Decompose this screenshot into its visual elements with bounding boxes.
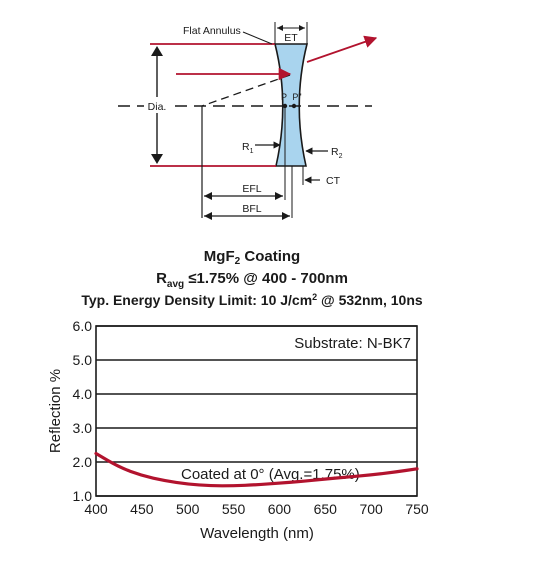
- p-label: P: [281, 92, 287, 102]
- reflection-curve: [94, 451, 419, 488]
- x-tick-label: 700: [359, 501, 383, 517]
- et-label: ET: [284, 32, 298, 44]
- coating-line-3: Typ. Energy Density Limit: 10 J/cm2 @ 53…: [81, 292, 423, 308]
- negative-lens: [273, 43, 309, 167]
- coating-line-1: MgF2 Coating: [204, 248, 300, 267]
- x-tick-label: 400: [84, 501, 108, 517]
- y-tick-label: 5.0: [73, 352, 93, 368]
- x-tick-label: 750: [405, 501, 429, 517]
- x-tick-label: 650: [314, 501, 338, 517]
- coating-header: MgF2 Coating Ravg ≤1.75% @ 400 - 700nm T…: [81, 248, 423, 308]
- x-tick-label: 500: [176, 501, 200, 517]
- virtual-ray: [201, 74, 291, 107]
- y-tick-label: 4.0: [73, 386, 93, 402]
- ray-upper-outgoing: [306, 35, 378, 63]
- coating-line-2: Ravg ≤1.75% @ 400 - 700nm: [156, 270, 348, 290]
- y-tick-label: 6.0: [73, 318, 93, 334]
- bfl-label: BFL: [242, 203, 261, 215]
- x-tick-labels: 400 450 500 550 600 650 700 750: [84, 501, 429, 517]
- lens-diagram: Dia. Flat Annulus ET P P" R1 R2 CT E: [118, 22, 378, 220]
- ct-label: CT: [326, 175, 341, 187]
- curve-annotation: Coated at 0° (Avg.=1.75%): [181, 466, 360, 483]
- substrate-annotation: Substrate: N-BK7: [294, 335, 411, 352]
- r1-label: R1: [242, 141, 254, 155]
- y-tick-labels: 1.0 2.0 3.0 4.0 5.0 6.0: [73, 318, 93, 504]
- flat-annulus-label: Flat Annulus: [183, 25, 241, 37]
- x-tick-label: 550: [222, 501, 246, 517]
- y-tick-label: 1.0: [73, 488, 93, 504]
- y-tick-label: 3.0: [73, 420, 93, 436]
- y-tick-label: 2.0: [73, 454, 93, 470]
- x-axis-label: Wavelength (nm): [200, 525, 314, 542]
- x-tick-label: 600: [268, 501, 292, 517]
- plot-frame: [95, 325, 418, 497]
- r2-label: R2: [331, 146, 343, 160]
- dia-label: Dia.: [148, 101, 167, 113]
- series-layer: [94, 451, 419, 488]
- x-tick-label: 450: [130, 501, 154, 517]
- efl-label: EFL: [242, 183, 261, 195]
- y-axis-label: Reflection %: [47, 369, 64, 453]
- reflection-chart: 1.0 2.0 3.0 4.0 5.0 6.0 400 450 500 550 600 650 700…: [47, 318, 429, 542]
- p-double-label: P": [292, 92, 301, 102]
